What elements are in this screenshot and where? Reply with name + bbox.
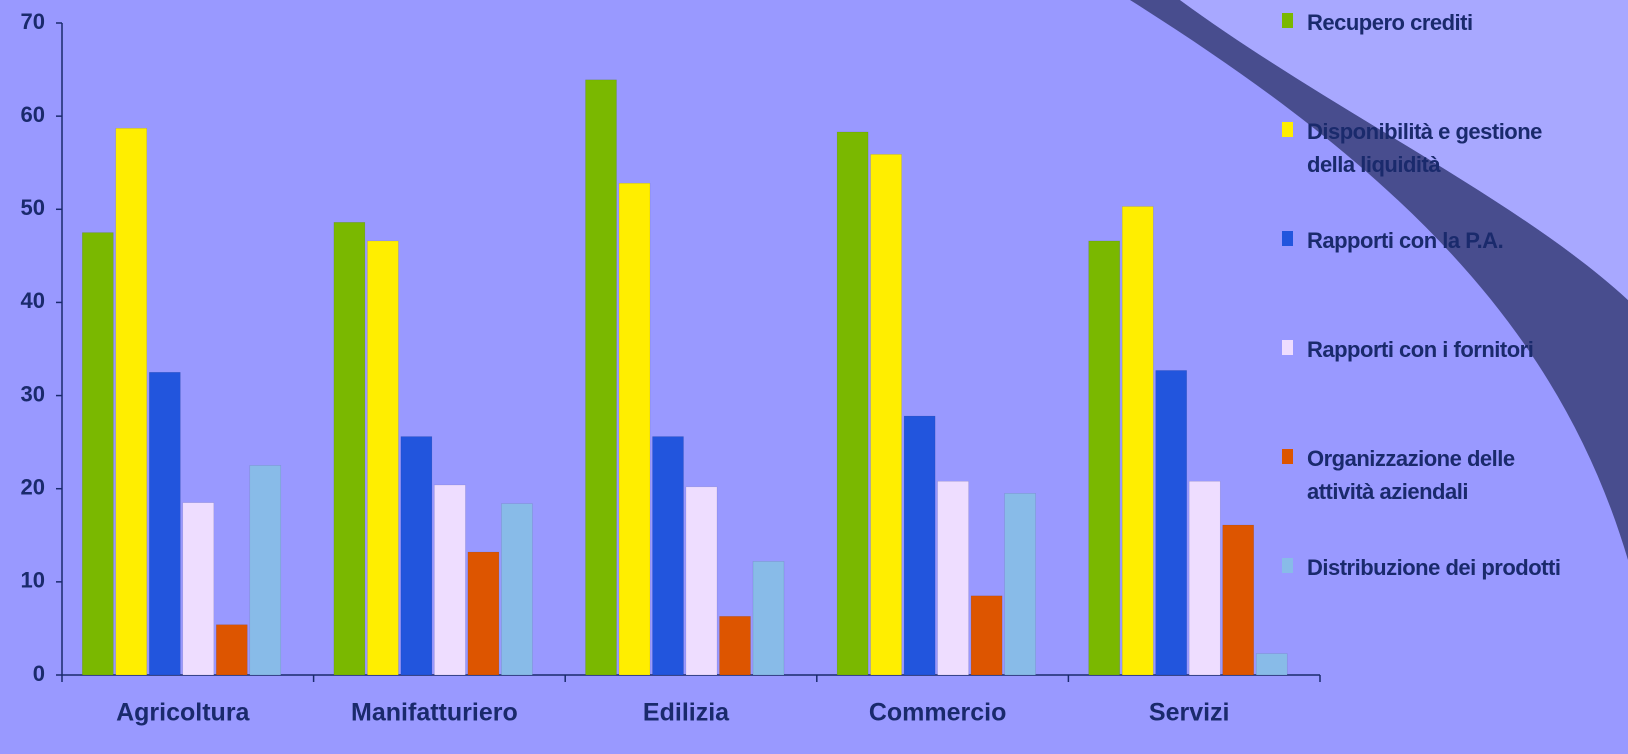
x-tick-label: Commercio (869, 699, 1007, 727)
bar (367, 240, 399, 676)
bar (618, 182, 651, 676)
bar (149, 372, 181, 676)
legend-label: Distribuzione dei prodotti (1307, 555, 1561, 580)
bar (1188, 481, 1221, 676)
legend-label: Recupero crediti (1307, 10, 1473, 35)
legend-swatch (1282, 449, 1293, 464)
legend-item: Recupero crediti (1282, 6, 1569, 39)
legend-item: Disponibilità e gestione della liquidità (1282, 115, 1569, 181)
y-tick-label: 40 (21, 288, 45, 313)
bar (1004, 493, 1036, 676)
bar (719, 616, 751, 676)
legend-label: Disponibilità e gestione della liquidità (1307, 119, 1542, 177)
y-tick-label: 70 (21, 9, 45, 34)
legend-item: Distribuzione dei prodotti (1282, 551, 1569, 584)
y-tick-label: 20 (21, 475, 45, 500)
legend-label: Organizzazione delle attività aziendali (1307, 446, 1515, 504)
bar (434, 484, 466, 676)
bar (333, 222, 366, 676)
legend-item: Rapporti con i fornitori (1282, 333, 1569, 366)
bar (501, 503, 533, 676)
bar (870, 154, 902, 676)
y-tick-label: 30 (21, 381, 45, 406)
bar (585, 79, 617, 676)
bar (1222, 524, 1254, 676)
bar (937, 481, 969, 676)
bar (1155, 370, 1187, 676)
y-tick-label: 0 (33, 661, 45, 686)
bar (467, 551, 500, 676)
decor-swoosh-light (1180, 0, 1628, 300)
x-tick-label: Servizi (1149, 699, 1230, 727)
legend-swatch (1282, 122, 1293, 137)
bar (1255, 653, 1288, 676)
legend-label: Rapporti con la P.A. (1307, 228, 1504, 253)
bar (115, 128, 148, 676)
legend: Recupero crediti Disponibilità e gestione… (1282, 0, 1628, 754)
legend-swatch (1282, 558, 1293, 573)
bar (903, 415, 936, 676)
bar (1121, 206, 1154, 676)
y-tick-label: 10 (21, 568, 45, 593)
bar (1088, 240, 1120, 676)
legend-swatch (1282, 340, 1293, 355)
bar (652, 436, 684, 676)
bar (249, 465, 282, 676)
decor-swoosh (1130, 0, 1628, 560)
bar (970, 595, 1003, 676)
bar (685, 486, 718, 676)
bar (182, 502, 215, 676)
legend-swatch (1282, 231, 1293, 246)
legend-item: Rapporti con la P.A. (1282, 224, 1569, 257)
x-tick-label: Agricoltura (116, 699, 250, 727)
legend-label: Rapporti con i fornitori (1307, 337, 1534, 362)
legend-item: Organizzazione delle attività aziendali (1282, 442, 1569, 508)
bar (836, 131, 869, 676)
x-tick-label: Manifatturiero (351, 699, 518, 727)
y-tick-label: 50 (21, 195, 45, 220)
bar (400, 436, 433, 676)
y-tick-label: 60 (21, 102, 45, 127)
legend-swatch (1282, 13, 1293, 28)
bar (752, 561, 785, 676)
x-tick-label: Edilizia (643, 699, 730, 727)
bar (216, 624, 248, 676)
bar (82, 232, 114, 676)
